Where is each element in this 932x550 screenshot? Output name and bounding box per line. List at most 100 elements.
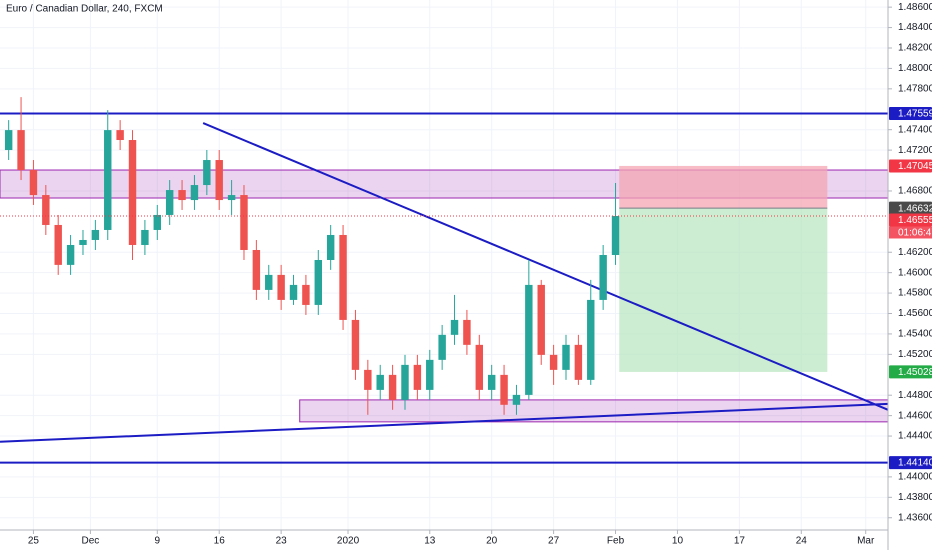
candle-body bbox=[128, 140, 137, 245]
drawings bbox=[0, 112, 889, 464]
x-tick-label: 27 bbox=[548, 536, 560, 547]
candle-body bbox=[265, 274, 273, 290]
x-tick-label: Feb bbox=[607, 536, 625, 547]
y-tick-label: 1.47800 bbox=[898, 83, 932, 94]
candle-body bbox=[487, 374, 496, 390]
candle-body bbox=[401, 364, 409, 400]
y-tick-label: 1.48000 bbox=[898, 63, 932, 74]
y-tick-label: 1.45600 bbox=[898, 308, 932, 319]
candle-body bbox=[611, 215, 620, 255]
candle-body bbox=[512, 394, 521, 405]
candle-body bbox=[351, 319, 360, 370]
candle-body bbox=[562, 344, 570, 370]
x-tick-label: Dec bbox=[82, 536, 100, 547]
candle-body bbox=[116, 130, 124, 141]
candle-body bbox=[376, 374, 384, 390]
candle-body bbox=[339, 234, 347, 320]
y-tick-label: 1.43800 bbox=[898, 492, 932, 503]
y-tick-label: 1.48400 bbox=[898, 22, 932, 33]
target-tag-bg bbox=[889, 365, 932, 379]
candle-body bbox=[227, 195, 236, 201]
x-tick-label: Mar bbox=[857, 536, 875, 547]
y-tick-label: 1.44000 bbox=[898, 472, 932, 483]
stop-tag: 1.47045 bbox=[898, 161, 932, 172]
candle-body bbox=[29, 170, 38, 196]
candle-body bbox=[599, 254, 607, 300]
countdown: 01:06:47 bbox=[898, 228, 932, 239]
y-tick-label: 1.45200 bbox=[898, 349, 932, 360]
target-tag: 1.45028 bbox=[898, 367, 932, 378]
candle-body bbox=[500, 374, 508, 405]
zone bbox=[299, 399, 889, 423]
candle-body bbox=[141, 229, 149, 245]
y-tick-label: 1.46800 bbox=[898, 186, 932, 197]
y-tick-label: 1.47400 bbox=[898, 124, 932, 135]
candle-body bbox=[178, 190, 186, 201]
candle-body bbox=[17, 130, 25, 171]
candle-body bbox=[574, 344, 583, 380]
y-tick-label: 1.48200 bbox=[898, 43, 932, 54]
entry-tag-bg bbox=[889, 201, 932, 215]
candle-body bbox=[91, 229, 100, 240]
candle-body bbox=[4, 130, 13, 151]
y-tick-label: 1.44800 bbox=[898, 390, 932, 401]
candles bbox=[4, 97, 620, 415]
candle-body bbox=[475, 344, 484, 390]
stop-tag-bg bbox=[889, 159, 932, 173]
last-price-tag-bg bbox=[889, 213, 932, 227]
candle-body bbox=[289, 284, 298, 300]
level-tag-bg bbox=[889, 106, 932, 120]
candle-body bbox=[364, 369, 372, 390]
candle-body bbox=[438, 334, 446, 360]
y-tick-label: 1.45800 bbox=[898, 288, 932, 299]
x-tick-label: 10 bbox=[672, 536, 684, 547]
candle-body bbox=[240, 195, 248, 250]
y-tick-label: 1.45400 bbox=[898, 329, 932, 340]
x-tick-label: 16 bbox=[214, 536, 226, 547]
candle-body bbox=[203, 160, 211, 186]
candle-body bbox=[277, 274, 285, 300]
x-tick-label: 13 bbox=[424, 536, 436, 547]
entry-tag: 1.46632 bbox=[898, 203, 932, 214]
candle-body bbox=[79, 239, 87, 245]
x-tick-label: 24 bbox=[796, 536, 808, 547]
candle-body bbox=[54, 224, 62, 265]
chart-title: Euro / Canadian Dollar, 240, FXCM bbox=[6, 4, 163, 15]
candle-body bbox=[587, 299, 595, 380]
candle-body bbox=[215, 160, 223, 201]
trend-line bbox=[202, 122, 889, 411]
candle-body bbox=[326, 234, 335, 260]
candle-body bbox=[537, 284, 545, 355]
candle-body bbox=[165, 190, 174, 215]
candle-body bbox=[42, 195, 50, 225]
candle-body bbox=[104, 130, 112, 230]
last-price-tag: 1.46555 bbox=[898, 215, 932, 226]
candle-body bbox=[525, 284, 533, 395]
x-tick-label: 2020 bbox=[337, 536, 360, 547]
y-tick-label: 1.44600 bbox=[898, 410, 932, 421]
x-tick-label: 9 bbox=[155, 536, 161, 547]
x-tick-label: 17 bbox=[734, 536, 746, 547]
candle-body bbox=[66, 244, 75, 265]
candle-body bbox=[463, 319, 471, 345]
level-tag: 1.44140 bbox=[898, 458, 932, 469]
stop-zone bbox=[619, 165, 828, 209]
candle-body bbox=[450, 319, 459, 335]
countdown-bg bbox=[889, 226, 932, 239]
y-tick-label: 1.47200 bbox=[898, 145, 932, 156]
candle-body bbox=[549, 354, 558, 370]
y-tick-label: 1.43600 bbox=[898, 512, 932, 523]
target-zone bbox=[619, 208, 828, 372]
x-tick-label: 20 bbox=[486, 536, 498, 547]
y-tick-label: 1.46000 bbox=[898, 267, 932, 278]
trend-line bbox=[0, 402, 889, 443]
candle-body bbox=[413, 364, 422, 390]
axes: 1.48600 1.48400 1.48200 1.48000 1.47800 1.474… bbox=[28, 2, 932, 547]
candle-body bbox=[314, 259, 323, 305]
candle-body bbox=[302, 284, 310, 305]
x-tick-label: 23 bbox=[276, 536, 288, 547]
y-tick-label: 1.44400 bbox=[898, 431, 932, 442]
level-tag: 1.47559 bbox=[898, 109, 932, 120]
candle-body bbox=[388, 374, 397, 400]
